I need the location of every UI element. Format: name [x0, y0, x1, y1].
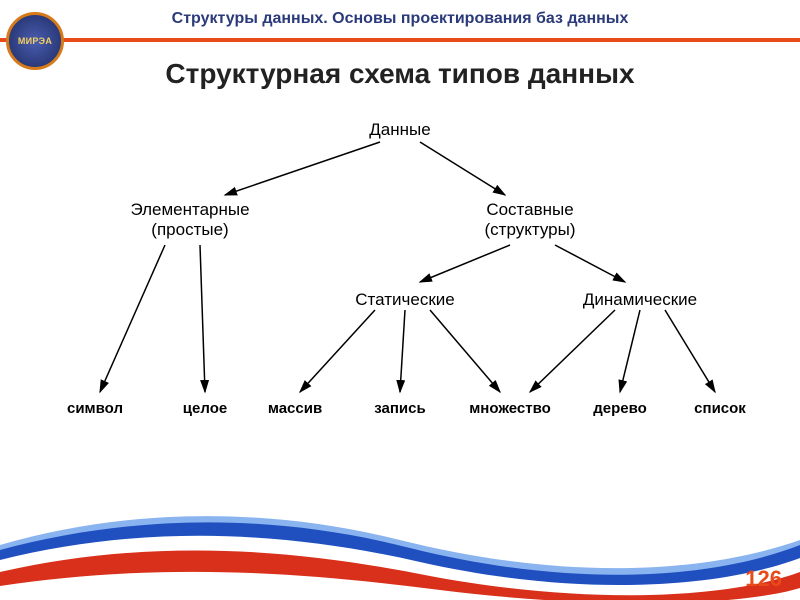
data-types-tree-diagram: Данные Элементарные(простые) Составные(стр… [0, 100, 800, 460]
logo-text: МИРЭА [18, 36, 52, 46]
node-label: Данные [369, 120, 430, 140]
tree-node-list: список [694, 400, 746, 418]
tree-edge [420, 245, 510, 282]
tree-edge [300, 310, 375, 392]
tree-edge [225, 142, 380, 195]
node-label: Статические [355, 290, 454, 310]
tree-edge [665, 310, 715, 392]
tree-node-dyn: Динамические [583, 290, 697, 310]
node-label: Составные [485, 200, 576, 220]
node-label: символ [67, 400, 123, 418]
node-label: запись [374, 400, 425, 418]
tree-edge [620, 310, 640, 392]
tree-node-tree: дерево [593, 400, 647, 418]
course-title: Структуры данных. Основы проектирования … [0, 10, 800, 28]
footer-wave-decoration [0, 490, 800, 600]
node-label: целое [183, 400, 227, 418]
node-sublabel: (простые) [130, 220, 249, 240]
institution-logo: МИРЭА [6, 12, 64, 70]
tree-edge [530, 310, 615, 392]
tree-node-sym: символ [67, 400, 123, 418]
node-label: список [694, 400, 746, 418]
node-label: дерево [593, 400, 647, 418]
tree-edge [430, 310, 500, 392]
node-sublabel: (структуры) [485, 220, 576, 240]
slide-title: Структурная схема типов данных [0, 58, 800, 90]
tree-node-static: Статические [355, 290, 454, 310]
node-label: Элементарные [130, 200, 249, 220]
tree-edge [555, 245, 625, 282]
tree-edge [400, 310, 405, 392]
node-label: множество [469, 400, 551, 418]
tree-node-comp: Составные(структуры) [485, 200, 576, 241]
node-label: массив [268, 400, 322, 418]
tree-node-root: Данные [369, 120, 430, 140]
node-label: Динамические [583, 290, 697, 310]
tree-edge [420, 142, 505, 195]
tree-node-rec: запись [374, 400, 425, 418]
tree-edge [100, 245, 165, 392]
header-divider [0, 38, 800, 42]
tree-node-set: множество [469, 400, 551, 418]
page-number: 126 [745, 566, 782, 592]
tree-edge [200, 245, 205, 392]
tree-node-arr: массив [268, 400, 322, 418]
tree-node-elem: Элементарные(простые) [130, 200, 249, 241]
tree-node-int: целое [183, 400, 227, 418]
